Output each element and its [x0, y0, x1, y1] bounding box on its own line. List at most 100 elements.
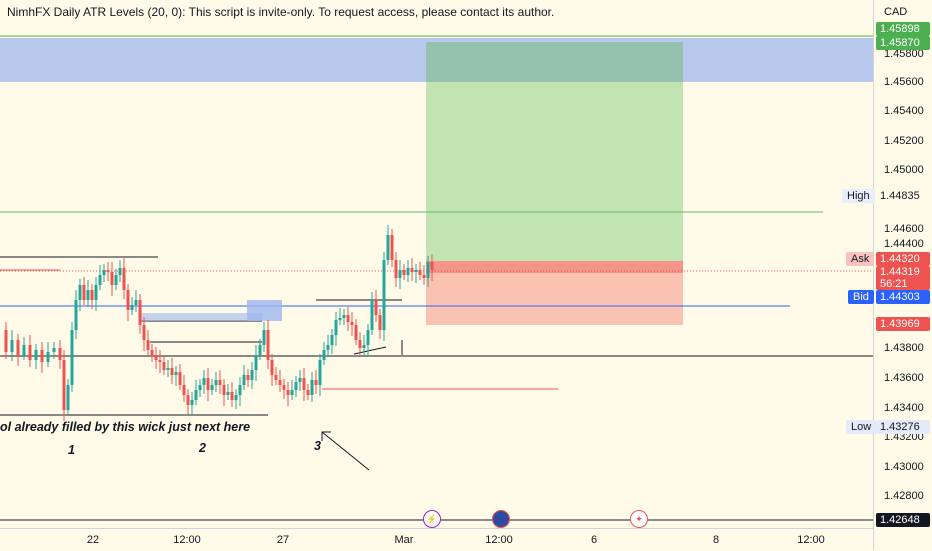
price-label-ask: 1.44320 [876, 252, 930, 266]
stop-zone[interactable] [426, 273, 683, 325]
candle-body [74, 300, 78, 330]
candle-body [202, 378, 206, 385]
current-price-value: 1.44319 [880, 266, 920, 278]
candle-body [306, 390, 310, 395]
candle-body [346, 315, 350, 322]
candle-body [386, 235, 390, 260]
candle-body [4, 330, 8, 352]
candle-body [28, 345, 32, 360]
candle-body [16, 340, 20, 355]
candle-body [286, 390, 290, 395]
candle-body [418, 270, 422, 275]
candle-body [370, 300, 374, 330]
candle-body [298, 378, 302, 382]
candle-body [358, 340, 362, 348]
annotation-text[interactable]: ol already filled by this wick just next… [0, 420, 251, 434]
candle-body [178, 372, 182, 385]
candle-body [34, 350, 38, 360]
candle-body [106, 270, 110, 272]
price-label-low: 1.43276 [876, 420, 930, 434]
tick-label: 1.43400 [884, 402, 924, 414]
time-label: 12:00 [797, 534, 825, 546]
price-label-bottom: 1.42648 [876, 513, 930, 527]
flash-event-icon[interactable]: ⚡ [423, 510, 441, 528]
tick-label: 1.43200 [884, 431, 924, 443]
candle-body [314, 380, 318, 385]
candle-body [182, 385, 186, 395]
time-label: 8 [712, 534, 720, 546]
tag-bid: Bid [848, 290, 874, 304]
candle-body [302, 378, 306, 390]
candle-body [214, 380, 218, 385]
candle-body [22, 345, 26, 355]
time-label: 6 [590, 534, 598, 546]
currency-label: CAD [884, 6, 908, 18]
candle-body [266, 330, 270, 360]
tick-label: 1.43800 [884, 342, 924, 354]
candle-body [114, 275, 118, 285]
candle-body [230, 392, 234, 400]
candle-body [334, 320, 338, 335]
candle-body [270, 360, 274, 375]
candle-body [82, 285, 86, 300]
candle-body [242, 375, 246, 385]
price-label-bid: 1.44303 [876, 290, 930, 304]
price-label-high: 1.44835 [876, 189, 930, 203]
candle-body [90, 290, 94, 300]
candle-body [198, 385, 202, 390]
tick-label: 1.45800 [884, 48, 924, 60]
candle-body [40, 350, 44, 362]
chart-canvas[interactable]: NimhFX Daily ATR Levels (20, 0): This sc… [0, 0, 873, 528]
price-label-top1: 1.45898 [876, 22, 930, 36]
candle-body [226, 392, 230, 395]
price-chart[interactable] [0, 0, 873, 528]
candle-body [366, 330, 370, 345]
trend-line[interactable] [353, 346, 387, 355]
time-label: 12:00 [173, 534, 201, 546]
tick-label: 1.44400 [884, 238, 924, 250]
candle-body [258, 345, 262, 355]
candle-body [146, 340, 150, 350]
candle-body [414, 270, 418, 272]
candle-body [430, 262, 434, 270]
annotation-1[interactable]: 1 [68, 443, 75, 457]
candle-body [10, 340, 14, 352]
candle-body [326, 345, 330, 350]
candle-body [62, 360, 66, 410]
candle-body [426, 262, 430, 278]
candle-body [194, 390, 198, 400]
blue-box-2[interactable] [140, 313, 262, 321]
time-label: 12:00 [485, 534, 513, 546]
candle-body [310, 380, 314, 395]
price-axis[interactable]: CAD 1.45800 1.45600 1.45400 1.45200 1.45… [873, 0, 932, 550]
tick-label: 1.43000 [884, 461, 924, 473]
tick-label: 1.45600 [884, 76, 924, 88]
candle-body [154, 355, 158, 360]
candle-body [290, 390, 294, 395]
candle-body [174, 372, 178, 375]
canada-flag-icon[interactable]: ✦ [630, 510, 648, 528]
time-axis[interactable]: 22 12:00 27 Mar 12:00 6 8 12:00 [0, 528, 873, 551]
annotation-2[interactable]: 2 [199, 441, 206, 455]
tick-label: 1.43600 [884, 372, 924, 384]
price-label-target: 1.43969 [876, 317, 930, 331]
candle-body [122, 268, 126, 290]
candle-body [342, 315, 346, 318]
candle-body [262, 330, 266, 345]
candle-body [250, 370, 254, 380]
candle-body [118, 268, 122, 275]
candle-body [374, 300, 378, 315]
tag-high: High [842, 189, 875, 203]
entry-zone[interactable] [426, 261, 683, 273]
arrow-line[interactable] [321, 431, 370, 471]
candle-body [322, 350, 326, 360]
annotation-3[interactable]: 3 [314, 439, 321, 453]
candle-body [110, 272, 114, 285]
candle-body [126, 290, 130, 310]
time-label: 27 [276, 534, 290, 546]
time-label: Mar [394, 534, 414, 546]
us-flag-icon[interactable] [492, 510, 510, 528]
indicator-label[interactable]: NimhFX Daily ATR Levels (20, 0): This sc… [7, 5, 555, 19]
candle-body [394, 260, 398, 278]
candle-body [94, 285, 98, 300]
